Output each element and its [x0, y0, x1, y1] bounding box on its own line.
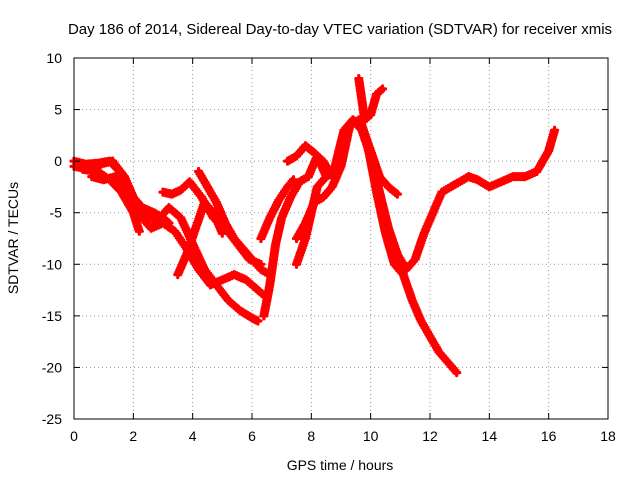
y-tick-label: -15	[42, 308, 62, 324]
y-tick-label: 10	[46, 50, 62, 66]
series-markers	[354, 74, 388, 125]
series-markers	[194, 166, 275, 280]
x-tick-label: 2	[129, 428, 137, 444]
y-tick-labels: 10 5 0 -5 -10 -15 -20 -25	[42, 50, 62, 427]
data-series	[69, 74, 560, 378]
x-tick-label: 10	[363, 428, 379, 444]
series-sat-m	[330, 115, 560, 274]
series-markers	[173, 197, 227, 280]
series-markers	[283, 141, 337, 182]
axis-ticks	[73, 57, 609, 420]
chart-title: Day 186 of 2014, Sidereal Day-to-day VTE…	[68, 21, 612, 38]
x-tick-label: 18	[600, 428, 616, 444]
grid-lines	[74, 58, 608, 419]
x-tick-label: 14	[482, 428, 498, 444]
series-sat-i	[256, 175, 299, 244]
x-axis-label: GPS time / hours	[287, 457, 394, 473]
x-tick-label: 8	[307, 428, 315, 444]
series-markers	[256, 175, 299, 244]
x-tick-label: 12	[422, 428, 438, 444]
plot-frame	[73, 57, 609, 420]
x-tick-label: 16	[541, 428, 557, 444]
y-tick-label: -10	[42, 256, 62, 272]
x-tick-label: 0	[70, 428, 78, 444]
y-tick-label: -5	[50, 205, 63, 221]
series-sat-g	[194, 166, 275, 280]
series-markers	[330, 115, 560, 274]
x-tick-label: 6	[248, 428, 256, 444]
series-sat-f	[173, 197, 227, 280]
series-sat-c	[78, 164, 144, 236]
series-sat-n	[354, 74, 388, 125]
x-tick-labels: 0 2 4 6 8 10 12 14 16 18	[70, 428, 616, 444]
y-axis-label: SDTVAR / TECUs	[5, 182, 21, 294]
y-tick-label: -20	[42, 359, 62, 375]
series-sat-l	[283, 141, 337, 182]
y-tick-label: 5	[54, 102, 62, 118]
y-tick-label: 0	[54, 153, 62, 169]
series-markers	[291, 166, 340, 269]
x-tick-label: 4	[189, 428, 197, 444]
y-tick-label: -25	[42, 411, 62, 427]
